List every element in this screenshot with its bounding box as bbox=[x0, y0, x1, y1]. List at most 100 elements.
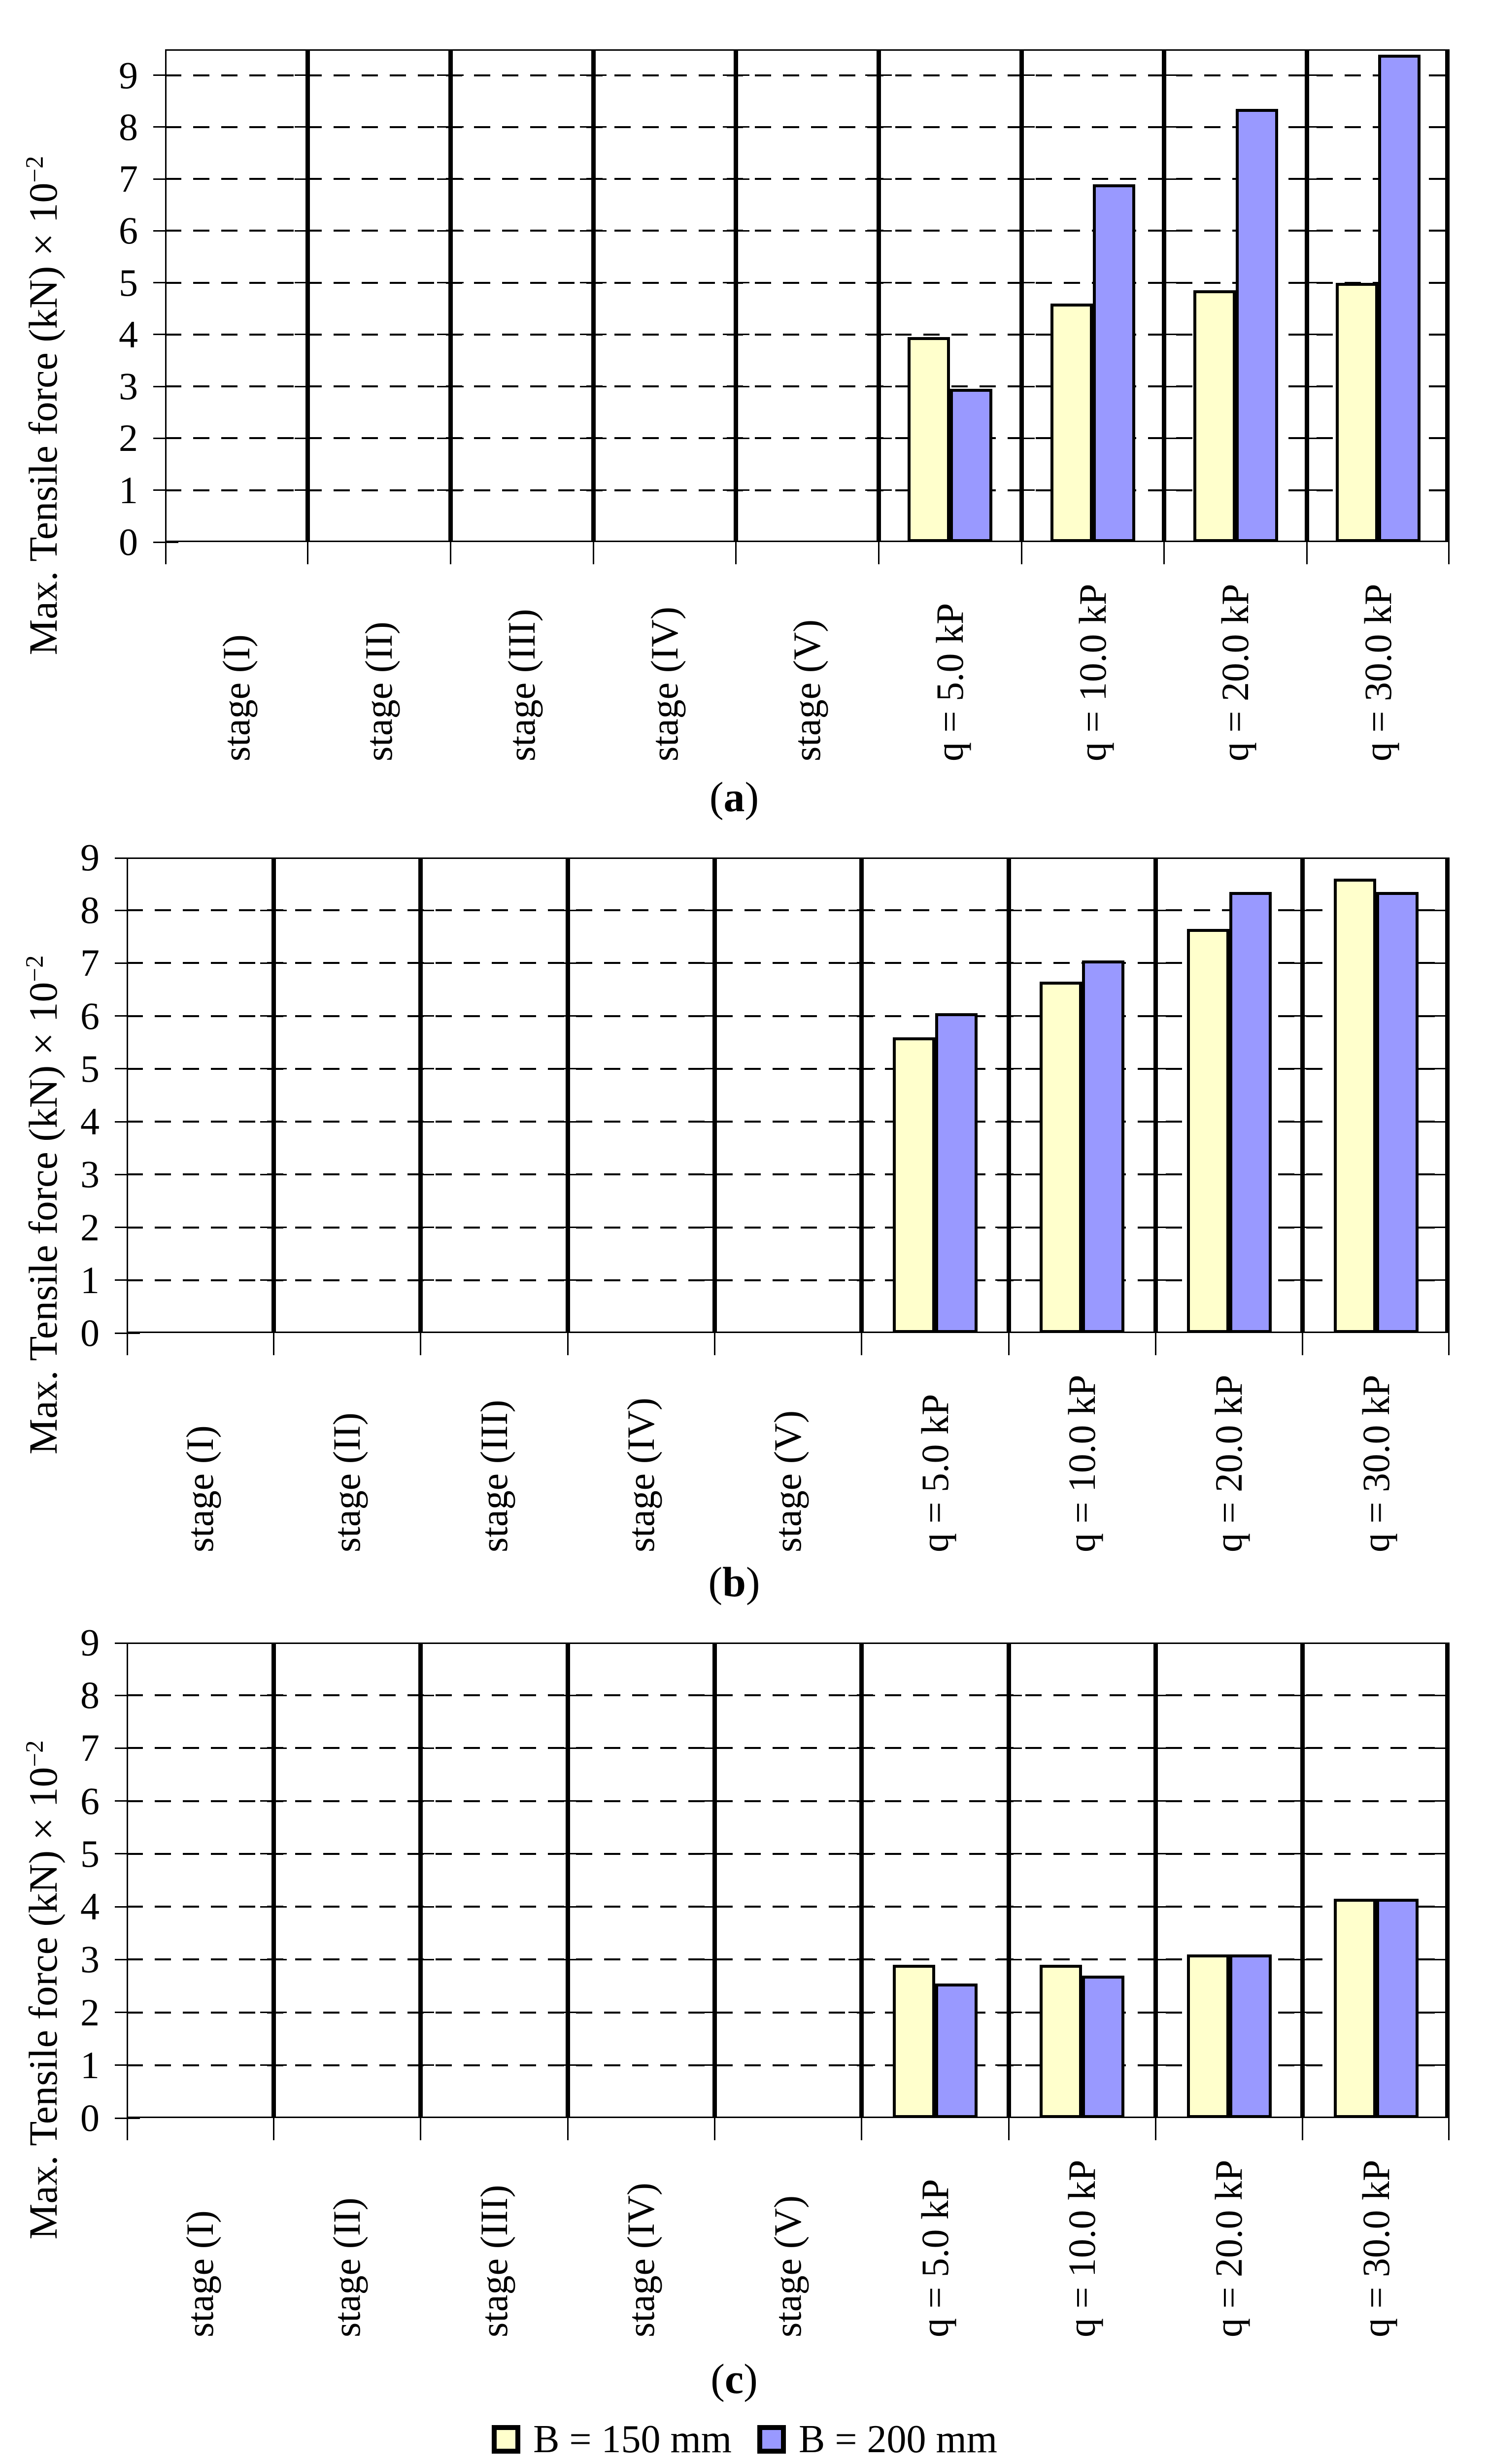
category-separator bbox=[1006, 857, 1011, 1333]
y-axis-title: Max. Tensile force (kN) × 10−2 bbox=[12, 885, 66, 1525]
y-axis-title-exponent: −2 bbox=[21, 955, 48, 982]
plot-border-top bbox=[127, 857, 1450, 859]
gridline-y1 bbox=[127, 1279, 1450, 1281]
legend-item-b150: B = 150 mm bbox=[492, 2417, 732, 2462]
category-separator bbox=[271, 1643, 276, 2118]
y-tick-label-2: 2 bbox=[80, 1990, 100, 2034]
caption-paren-close: ) bbox=[744, 773, 759, 821]
caption-paren-open: ( bbox=[709, 773, 724, 821]
plot-border-top bbox=[165, 49, 1450, 51]
legend-label-b200: B = 200 mm bbox=[799, 2418, 997, 2461]
bar-b200-cat8 bbox=[1376, 891, 1419, 1333]
y-axis-title-text: Max. Tensile force (kN) × 10 bbox=[20, 182, 66, 655]
y-tick-label-0: 0 bbox=[119, 520, 138, 563]
y-tick-label-5: 5 bbox=[80, 1047, 100, 1090]
x-label-wrap: q = 20.0 kP bbox=[1155, 1360, 1302, 1552]
x-tick-label-cat0: stage (I) bbox=[178, 2210, 222, 2337]
x-label-wrap: q = 30.0 kP bbox=[1307, 569, 1450, 761]
x-axis-tick bbox=[567, 1333, 569, 1355]
legend-label-b150: B = 150 mm bbox=[533, 2418, 732, 2461]
gridline-tick bbox=[1435, 1015, 1448, 1017]
caption-paren-close: ) bbox=[744, 2355, 758, 2402]
legend-swatch-b150 bbox=[492, 2425, 521, 2454]
y-tick-label-0: 0 bbox=[80, 1311, 100, 1354]
x-axis-tick bbox=[713, 1333, 715, 1355]
x-label-wrap: q = 5.0 kP bbox=[862, 2145, 1009, 2337]
x-axis-tick bbox=[1008, 1333, 1010, 1355]
gridline-tick bbox=[1435, 1279, 1448, 1281]
caption-paren-open: ( bbox=[708, 1558, 723, 1606]
y-tick-label-8: 8 bbox=[119, 105, 138, 148]
x-tick-label-cat4: stage (V) bbox=[785, 619, 829, 761]
x-tick-label-cat3: stage (IV) bbox=[619, 2182, 663, 2337]
x-label-wrap: stage (III) bbox=[421, 2145, 568, 2337]
x-tick-label-cat7: q = 20.0 kP bbox=[1207, 1374, 1251, 1552]
bar-b150-cat7 bbox=[1186, 1954, 1229, 2118]
y-axis-line bbox=[165, 49, 167, 542]
x-axis-tick bbox=[878, 542, 880, 564]
x-axis-tick bbox=[861, 2118, 863, 2140]
gridline-tick bbox=[1435, 2012, 1448, 2014]
gridline-tick bbox=[1435, 1227, 1448, 1229]
x-tick-label-cat4: stage (V) bbox=[766, 2195, 810, 2337]
y-tick-label-7: 7 bbox=[119, 157, 138, 201]
bar-b150-cat5 bbox=[892, 1037, 935, 1333]
gridline-y8 bbox=[165, 126, 1450, 128]
category-separator bbox=[305, 49, 310, 542]
gridline-y1 bbox=[127, 2064, 1450, 2066]
x-axis-tick bbox=[567, 2118, 569, 2140]
x-tick-label-cat0: stage (I) bbox=[214, 634, 258, 761]
caption-paren-open: ( bbox=[711, 2355, 725, 2402]
y-tick-label-4: 4 bbox=[80, 1885, 100, 1928]
gridline-y8 bbox=[127, 1694, 1450, 1697]
gridline-tick bbox=[1435, 1958, 1448, 1960]
y-tick-label-9: 9 bbox=[80, 1621, 100, 1664]
y-tick-label-8: 8 bbox=[80, 1674, 100, 1717]
gridline-y6 bbox=[127, 1015, 1450, 1017]
x-tick-label-cat1: stage (II) bbox=[325, 2197, 369, 2337]
gridline-tick bbox=[1435, 2064, 1448, 2066]
x-label-wrap: q = 30.0 kP bbox=[1303, 2145, 1450, 2337]
x-label-wrap: stage (I) bbox=[127, 1360, 273, 1552]
gridline-y3 bbox=[127, 1958, 1450, 1961]
y-tick-label-7: 7 bbox=[80, 941, 100, 985]
gridline-tick bbox=[1435, 230, 1448, 232]
plot-border-right bbox=[1445, 1643, 1450, 2118]
x-axis-tick bbox=[1302, 1333, 1304, 1355]
x-label-wrap: stage (V) bbox=[736, 569, 879, 761]
category-separator bbox=[876, 49, 881, 542]
y-axis-title-exponent: −2 bbox=[21, 155, 48, 183]
bar-b150-cat7 bbox=[1186, 928, 1229, 1333]
gridline-tick bbox=[1435, 126, 1448, 128]
x-axis-tick bbox=[1154, 1333, 1156, 1355]
x-tick-label-cat5: q = 5.0 kP bbox=[913, 1394, 956, 1552]
bar-b150-cat5 bbox=[908, 337, 950, 542]
y-tick-label-1: 1 bbox=[80, 1258, 100, 1301]
gridline-tick bbox=[1435, 1121, 1448, 1123]
x-label-wrap: stage (III) bbox=[421, 1360, 568, 1552]
x-axis-tick bbox=[861, 1333, 863, 1355]
category-separator bbox=[448, 49, 453, 542]
x-tick-label-cat6: q = 10.0 kP bbox=[1071, 583, 1114, 761]
x-tick-label-cat2: stage (III) bbox=[472, 1400, 515, 1552]
category-separator bbox=[859, 1643, 864, 2118]
bar-b200-cat5 bbox=[935, 1013, 978, 1333]
x-axis-tick bbox=[165, 542, 167, 564]
y-tick-label-6: 6 bbox=[80, 994, 100, 1037]
x-label-wrap: stage (I) bbox=[165, 569, 308, 761]
y-tick-label-7: 7 bbox=[80, 1726, 100, 1770]
bar-b200-cat6 bbox=[1082, 960, 1125, 1333]
x-label-wrap: q = 20.0 kP bbox=[1155, 2145, 1302, 2337]
gridline-y2 bbox=[165, 437, 1450, 440]
gridline-tick bbox=[1435, 1173, 1448, 1175]
x-tick-label-cat6: q = 10.0 kP bbox=[1060, 1374, 1104, 1552]
x-tick-label-cat7: q = 20.0 kP bbox=[1214, 583, 1257, 761]
x-axis-tick bbox=[1448, 2118, 1450, 2140]
x-tick-label-cat3: stage (IV) bbox=[643, 606, 686, 761]
bar-b200-cat6 bbox=[1092, 184, 1135, 542]
y-tick-label-1: 1 bbox=[80, 2043, 100, 2087]
x-axis-tick bbox=[1448, 542, 1450, 564]
gridline-tick bbox=[1435, 385, 1448, 387]
gridline-y1 bbox=[165, 489, 1450, 491]
